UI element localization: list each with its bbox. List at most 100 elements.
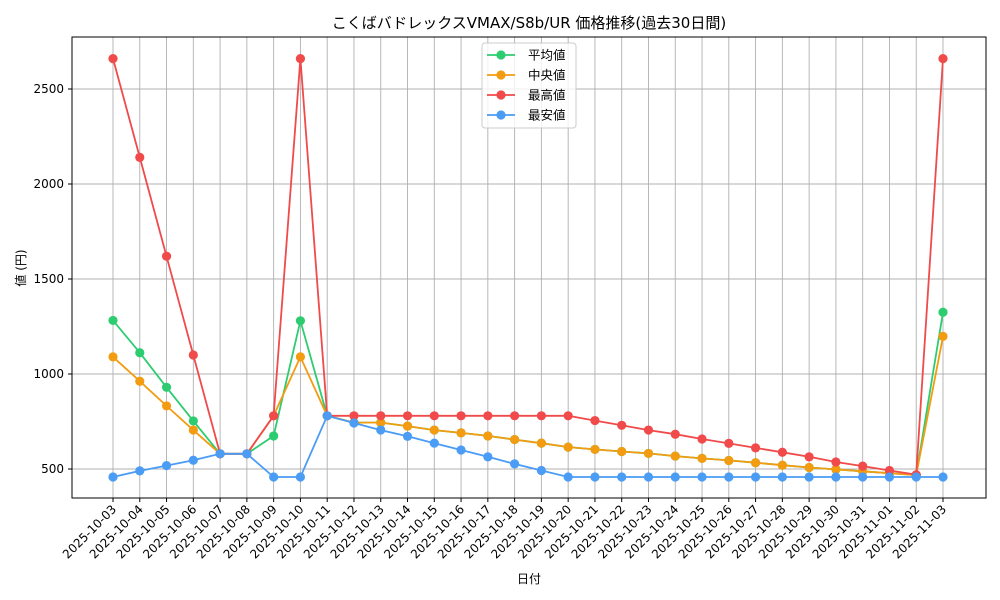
data-point <box>402 421 413 431</box>
data-point <box>590 472 600 482</box>
data-point <box>911 472 921 482</box>
data-point <box>295 316 306 326</box>
data-point <box>777 472 787 482</box>
data-point <box>884 472 895 482</box>
data-point <box>643 448 654 459</box>
data-point <box>188 425 198 435</box>
data-point <box>322 411 332 421</box>
chart-title: こくばバドレックスVMAX/S8b/UR 価格推移(過去30日間) <box>332 14 726 32</box>
data-point <box>858 461 868 471</box>
data-point <box>161 460 172 471</box>
data-point <box>429 411 439 421</box>
data-point <box>456 411 466 421</box>
data-point <box>804 452 814 462</box>
data-point <box>536 438 546 448</box>
grid-lines <box>72 37 986 498</box>
data-point <box>617 446 627 457</box>
data-point <box>510 411 520 421</box>
data-point <box>590 444 600 455</box>
data-point <box>376 411 386 421</box>
plot-area-frame <box>71 36 987 499</box>
legend-label: 最安値 <box>528 108 566 123</box>
data-point <box>108 352 118 362</box>
x-axis: 2025-10-032025-10-042025-10-052025-10-06… <box>60 498 949 561</box>
data-point <box>215 449 225 459</box>
data-point <box>510 459 520 469</box>
data-point <box>108 472 118 482</box>
data-point <box>295 472 306 482</box>
data-point <box>135 152 145 162</box>
data-point <box>670 472 680 482</box>
legend-marker <box>496 110 506 120</box>
data-point <box>750 472 761 482</box>
data-point <box>858 472 868 482</box>
legend-label: 中央値 <box>528 68 566 83</box>
data-point <box>402 431 413 441</box>
x-axis-label: 日付 <box>517 572 541 586</box>
legend-label: 平均値 <box>528 48 566 63</box>
data-point <box>938 331 948 341</box>
y-tick-label: 2500 <box>33 82 64 96</box>
data-point <box>135 348 145 358</box>
data-point <box>617 420 627 430</box>
data-point <box>108 315 118 326</box>
data-point <box>349 411 359 421</box>
data-point <box>269 411 279 421</box>
data-point <box>804 472 814 482</box>
data-point <box>831 472 841 482</box>
data-point <box>456 428 466 438</box>
data-point <box>429 438 439 448</box>
y-tick-label: 500 <box>41 462 64 476</box>
data-point <box>536 411 546 421</box>
data-point <box>750 443 761 453</box>
data-point <box>349 418 359 428</box>
data-point <box>295 352 306 362</box>
data-point <box>804 462 814 473</box>
data-point <box>456 445 466 455</box>
data-point <box>643 425 654 435</box>
data-point <box>670 429 680 439</box>
data-point <box>376 425 386 435</box>
data-point <box>884 465 895 476</box>
data-point <box>724 438 734 448</box>
data-point <box>188 350 198 360</box>
series-line <box>108 411 948 482</box>
data-point <box>402 411 413 421</box>
data-point <box>938 307 948 317</box>
data-point <box>563 411 573 421</box>
data-point <box>831 464 841 474</box>
data-point <box>536 465 546 476</box>
data-point <box>161 382 172 392</box>
data-point <box>938 472 948 482</box>
data-point <box>135 376 145 386</box>
data-point <box>697 453 707 463</box>
data-point <box>670 451 680 461</box>
data-point <box>697 472 707 482</box>
series-line <box>108 331 948 480</box>
data-point <box>831 457 841 467</box>
legend-label: 最高値 <box>528 88 566 103</box>
y-axis-label: 値 (円) <box>13 249 28 286</box>
data-point <box>563 442 573 452</box>
y-tick-label: 1000 <box>33 367 64 381</box>
data-point <box>724 472 734 482</box>
data-point <box>429 425 439 435</box>
data-point <box>269 472 279 482</box>
data-point <box>483 431 493 441</box>
data-point <box>376 418 386 428</box>
legend-marker <box>496 70 506 80</box>
data-point <box>188 455 198 465</box>
data-point <box>188 416 198 426</box>
data-point <box>590 415 600 426</box>
data-point <box>161 251 172 261</box>
legend-marker <box>496 50 506 60</box>
data-point <box>135 466 145 476</box>
y-tick-label: 1500 <box>33 272 64 286</box>
data-point <box>108 54 118 64</box>
data-point <box>242 449 252 459</box>
data-point <box>697 434 707 444</box>
data-series <box>108 54 948 482</box>
data-point <box>777 447 787 457</box>
legend-box <box>481 42 577 129</box>
